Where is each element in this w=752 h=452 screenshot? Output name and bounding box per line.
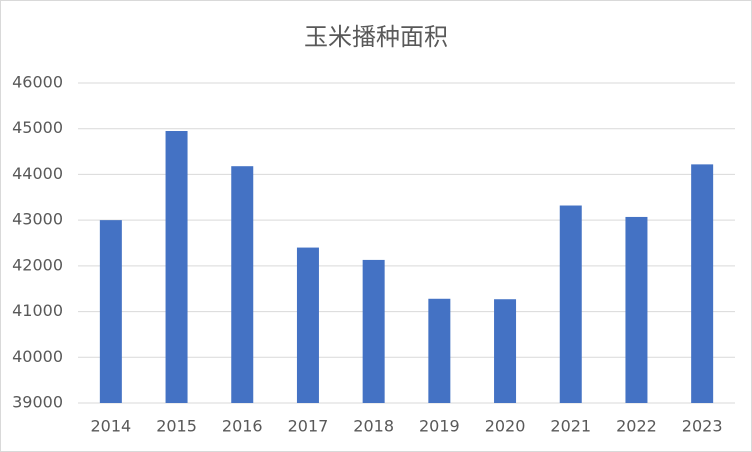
y-tick-label: 45000 (12, 118, 63, 137)
x-tick-label: 2020 (485, 417, 526, 436)
bar (296, 247, 319, 403)
y-tick-label: 46000 (12, 73, 63, 92)
y-tick-label: 43000 (12, 210, 63, 229)
x-tick-label: 2019 (419, 417, 460, 436)
chart-title: 玉米播种面积 (304, 23, 448, 51)
x-tick-label: 2016 (222, 417, 263, 436)
y-tick-label: 44000 (12, 164, 63, 183)
x-tick-label: 2015 (156, 417, 197, 436)
bar (362, 259, 385, 403)
x-tick-label: 2017 (288, 417, 329, 436)
bar (428, 298, 451, 403)
bar (494, 299, 517, 403)
x-tick-label: 2021 (550, 417, 591, 436)
bar (625, 216, 648, 403)
y-tick-label: 40000 (12, 347, 63, 366)
x-tick-label: 2018 (353, 417, 394, 436)
x-tick-label: 2022 (616, 417, 657, 436)
bar (99, 220, 122, 403)
x-tick-label: 2023 (682, 417, 723, 436)
y-tick-label: 39000 (12, 393, 63, 412)
bar (231, 166, 254, 403)
bar (165, 131, 188, 403)
bar (559, 205, 582, 403)
x-tick-label: 2014 (90, 417, 131, 436)
y-tick-label: 41000 (12, 301, 63, 320)
y-tick-label: 42000 (12, 255, 63, 274)
bar (691, 164, 714, 403)
